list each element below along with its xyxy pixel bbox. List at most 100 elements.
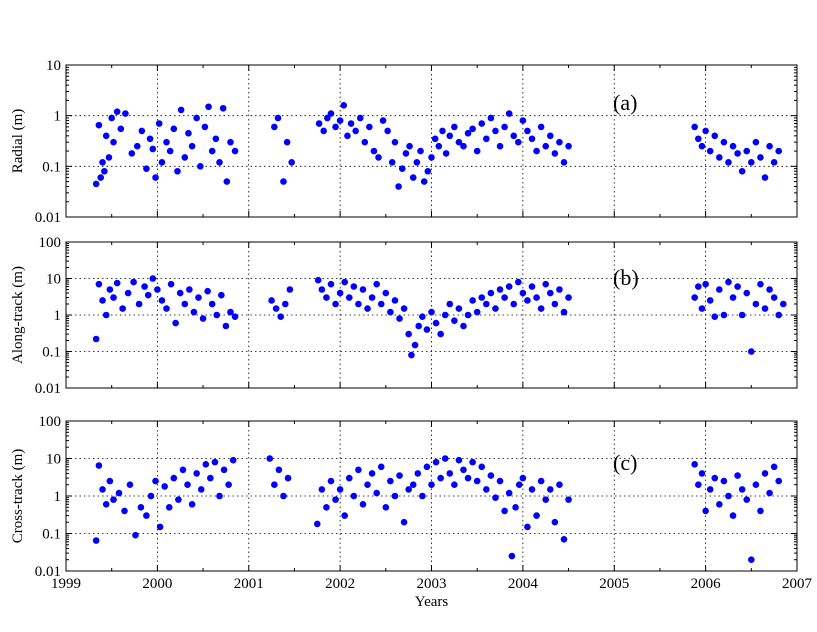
data-point <box>469 125 476 133</box>
data-point <box>332 123 339 131</box>
data-point <box>106 286 114 293</box>
data-point <box>121 507 128 515</box>
data-point <box>195 294 202 301</box>
data-point <box>537 305 545 312</box>
data-point <box>409 481 417 489</box>
data-point <box>738 167 746 175</box>
data-point <box>691 461 698 468</box>
data-point <box>519 117 527 124</box>
data-point <box>97 174 105 181</box>
data-point <box>272 305 280 312</box>
data-point <box>748 159 755 166</box>
data-point <box>757 507 764 515</box>
data-point <box>546 486 554 493</box>
data-point <box>141 283 148 290</box>
y-tick-label: 0.01 <box>35 381 61 397</box>
data-point <box>268 297 275 304</box>
data-point <box>193 470 200 477</box>
data-point <box>135 300 143 308</box>
data-point <box>205 103 212 111</box>
data-point <box>446 470 454 477</box>
panel-b: 0.01 0.1 1 10 100 Along-track (m) (b) <box>10 235 798 397</box>
data-point <box>420 178 428 185</box>
data-point <box>542 496 550 503</box>
x-tick-label: 2003 <box>417 576 447 592</box>
data-point <box>766 286 773 293</box>
data-point <box>492 127 499 135</box>
data-point <box>402 150 410 157</box>
data-points <box>92 102 783 190</box>
panel-label: (a) <box>613 90 637 115</box>
data-point <box>223 178 231 185</box>
data-point <box>175 496 182 503</box>
data-point <box>743 496 751 503</box>
data-point <box>155 120 163 127</box>
data-point <box>408 351 415 359</box>
data-point <box>190 308 198 316</box>
data-point <box>702 507 709 515</box>
data-point <box>345 294 353 301</box>
y-axis-label: Along-track (m) <box>10 266 26 364</box>
data-point <box>706 147 714 155</box>
data-point <box>388 159 396 166</box>
data-point <box>551 518 559 526</box>
data-point <box>156 523 164 531</box>
data-points <box>92 275 787 359</box>
data-point <box>382 503 390 511</box>
data-point <box>505 283 513 290</box>
data-point <box>396 315 403 322</box>
data-point <box>327 477 335 485</box>
data-point <box>524 297 531 304</box>
data-point <box>446 300 454 308</box>
data-point <box>469 297 476 304</box>
data-point <box>152 477 159 485</box>
data-point <box>698 142 706 150</box>
data-point <box>113 108 121 115</box>
data-point <box>170 125 178 133</box>
data-point <box>405 330 412 338</box>
data-point <box>734 472 741 479</box>
data-point <box>92 537 100 544</box>
data-point <box>318 286 326 293</box>
data-point <box>775 147 783 155</box>
data-point <box>352 127 359 135</box>
data-point <box>379 117 387 124</box>
data-point <box>519 289 527 297</box>
data-point <box>212 135 220 143</box>
data-point <box>364 305 371 312</box>
data-point <box>370 147 378 155</box>
data-point <box>565 294 572 301</box>
data-point <box>524 523 531 531</box>
data-point <box>220 466 228 474</box>
data-point <box>119 305 126 312</box>
data-point <box>368 294 376 301</box>
data-point <box>387 477 394 485</box>
data-point <box>122 110 129 117</box>
data-point <box>271 123 278 131</box>
data-point <box>698 305 706 312</box>
data-point <box>179 466 187 474</box>
data-point <box>725 278 732 286</box>
data-point <box>473 147 481 155</box>
data-point <box>99 486 106 493</box>
data-point <box>208 147 216 155</box>
data-point <box>542 280 550 288</box>
data-point <box>355 466 362 474</box>
data-point <box>501 123 508 131</box>
data-point <box>508 552 516 560</box>
data-point <box>359 286 367 293</box>
data-point <box>181 154 189 161</box>
data-point <box>483 135 490 143</box>
data-point <box>716 501 723 508</box>
data-point <box>515 278 522 286</box>
data-point <box>115 489 123 497</box>
data-point <box>202 461 210 468</box>
data-point <box>356 114 364 122</box>
data-point <box>161 483 168 490</box>
data-point <box>537 123 545 131</box>
data-point <box>126 481 134 489</box>
data-point <box>199 315 207 322</box>
data-point <box>341 512 348 519</box>
data-point <box>219 104 227 112</box>
data-point <box>327 280 335 288</box>
